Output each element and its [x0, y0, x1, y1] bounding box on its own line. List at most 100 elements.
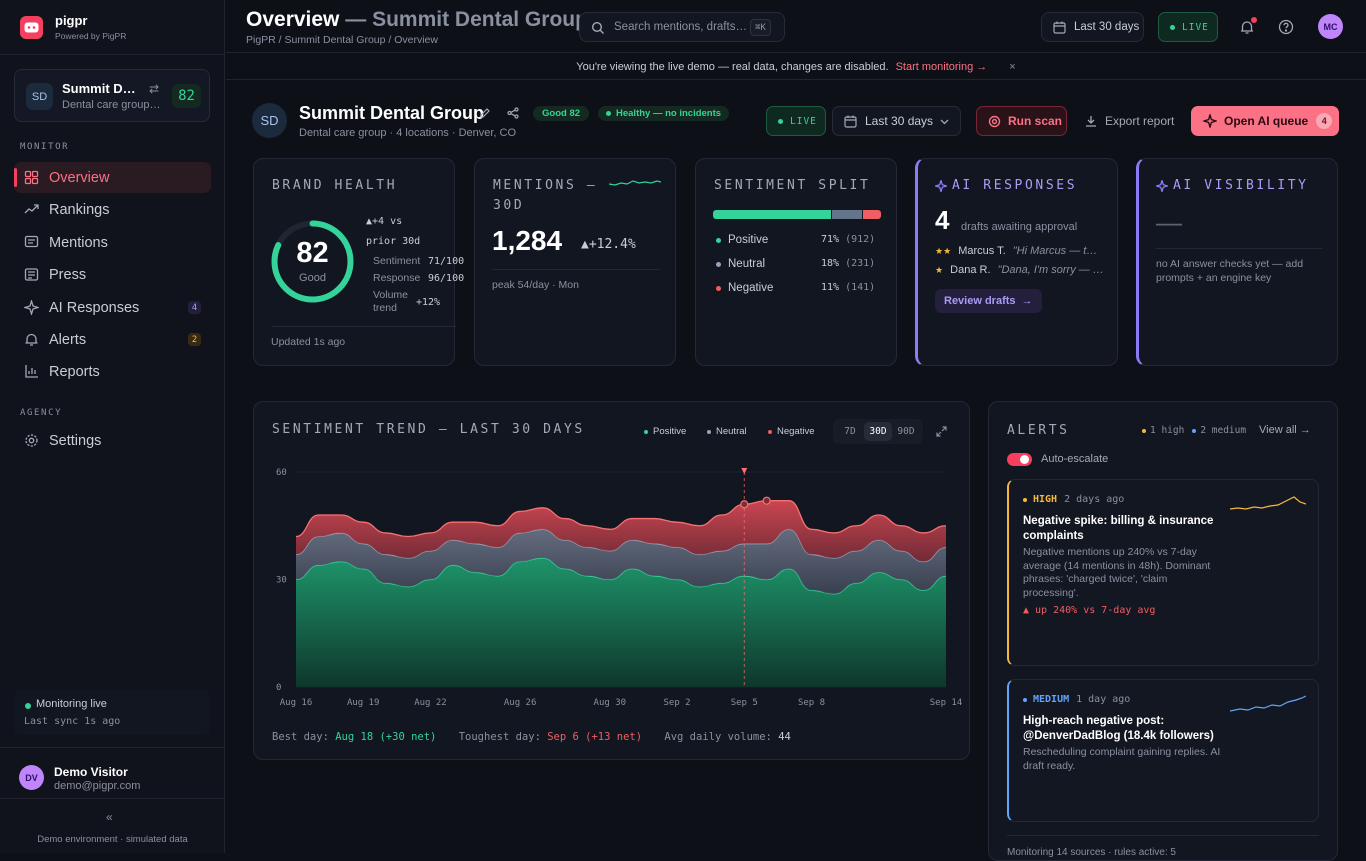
collapse-sidebar-icon[interactable]: « [106, 810, 113, 824]
range-7d-button[interactable]: 7D [844, 426, 856, 437]
share-icon[interactable] [507, 107, 519, 119]
brand-health-card: BRAND HEALTH 82 Good ▲+4 vs prior 30d Se… [253, 158, 464, 366]
sparkle-icon [1203, 114, 1217, 128]
trending-icon [24, 204, 39, 214]
status-dot [25, 703, 31, 709]
nav-section-agency: AGENCY [20, 408, 63, 418]
draft-item[interactable]: ★★ Marcus T. "Hi Marcus — t… [935, 245, 1103, 257]
calendar-icon [1053, 21, 1066, 34]
series-area-negative [296, 500, 946, 562]
x-tick-label: Aug 16 [280, 698, 313, 708]
x-tick-label: Sep 2 [663, 698, 690, 708]
ai-visibility-text: no AI answer checks yet — add prompts + … [1156, 258, 1304, 284]
search-input[interactable]: Search mentions, drafts… [614, 21, 747, 33]
help-icon[interactable] [1278, 19, 1294, 35]
start-monitoring-link[interactable]: Start monitoring → [895, 60, 988, 73]
nav-item-settings[interactable]: Settings [14, 425, 211, 456]
marker-pin [741, 468, 748, 474]
health-score-ring [271, 220, 354, 303]
nav-item-rankings[interactable]: Rankings [14, 194, 211, 225]
nav-item-overview[interactable]: Overview [14, 162, 211, 193]
legend-neutral: Neutral [707, 426, 747, 437]
banner-text: You're viewing the live demo — real data… [576, 60, 889, 73]
ai-visibility-value: — [1156, 207, 1182, 237]
sparkle-icon [24, 300, 39, 315]
notification-dot [1251, 17, 1257, 23]
user-avatar[interactable]: DV [19, 765, 44, 790]
card-title: AI VISIBILITY [1173, 178, 1309, 193]
divider [0, 798, 225, 799]
pigpr-logo-icon[interactable] [20, 16, 43, 39]
divider [0, 747, 225, 748]
nav-item-reports[interactable]: Reports [14, 356, 211, 387]
legend-positive: Positive [644, 426, 686, 437]
auto-escalate-toggle[interactable] [1007, 453, 1032, 466]
divider [1156, 248, 1322, 249]
expand-icon[interactable] [936, 426, 947, 437]
legend-dot [716, 238, 721, 243]
view-all-link[interactable]: View all → [1259, 424, 1311, 436]
nav-item-mentions[interactable]: Mentions [14, 227, 211, 258]
ai-responses-count-badge: 4 [188, 301, 201, 314]
health-score-label: Good [299, 272, 326, 284]
marker-point [740, 500, 749, 509]
workspace-switcher[interactable]: SD Summit Dental Group Dental care group… [14, 69, 210, 122]
entity-date-range-select[interactable]: Last 30 days [832, 106, 961, 136]
notifications-bell-icon[interactable] [1239, 19, 1255, 35]
legend-dot [716, 262, 721, 267]
run-scan-button[interactable]: Run scan [976, 106, 1067, 136]
drafts-count: 4 [935, 205, 950, 235]
rating-stars: ★★ [935, 246, 952, 256]
date-range-select[interactable]: Last 30 days [1041, 12, 1144, 42]
legend-label: Positive [653, 426, 687, 437]
alert-item-medium[interactable]: MEDIUM 1 day ago High-reach negative post… [1007, 679, 1319, 822]
live-label: LIVE [790, 115, 817, 127]
metric-label: Response [373, 272, 421, 284]
sentiment-value: 18% (231) [821, 258, 875, 269]
page-title-text: Overview [246, 8, 340, 31]
date-range-label: Last 30 days [865, 114, 934, 128]
legend-dot [716, 286, 721, 291]
swap-icon[interactable]: ⇄ [149, 82, 160, 96]
export-report-button[interactable]: Export report [1080, 106, 1182, 136]
alert-time: 1 day ago [1076, 694, 1131, 705]
search-icon [591, 21, 604, 34]
legend-dot [1142, 428, 1146, 433]
sentiment-value: 71% (912) [821, 234, 875, 245]
range-segmented-control: 7D 30D 90D [833, 419, 923, 444]
y-tick-label: 60 [276, 468, 287, 478]
rating-stars: ★ [935, 265, 944, 275]
message-icon [24, 235, 39, 248]
x-tick-label: Aug 26 [504, 698, 537, 708]
range-30d-button[interactable]: 30D [864, 422, 892, 441]
range-90d-button[interactable]: 90D [897, 426, 915, 437]
severity-dot [1023, 697, 1027, 702]
toughest-day-label: Toughest day: [458, 731, 541, 743]
health-status-badge: Healthy — no incidents [598, 106, 730, 121]
x-tick-label: Sep 14 [930, 698, 963, 708]
updated-time: Updated 1s ago [271, 336, 346, 348]
draft-quote: "Dana, I'm sorry — … [997, 264, 1103, 276]
series-area-neutral [296, 529, 946, 594]
close-icon[interactable]: × [1009, 60, 1016, 73]
entity-name: Summit Dental Group [299, 103, 485, 123]
mentions-card: MENTIONS — 30D 1,284 ▲+12.4% peak 54/day… [474, 158, 676, 366]
review-drafts-button[interactable]: Review drafts → [935, 289, 1042, 313]
open-ai-queue-button[interactable]: Open AI queue 4 [1191, 106, 1339, 136]
alert-item-high[interactable]: HIGH 2 days ago Negative spike: billing &… [1007, 479, 1319, 666]
sparkle-icon [935, 180, 947, 192]
x-tick-label: Sep 5 [731, 698, 758, 708]
nav-item-press[interactable]: Press [14, 259, 211, 290]
export-report-label: Export report [1105, 114, 1175, 128]
live-label: LIVE [1182, 21, 1209, 33]
nav-item-alerts[interactable]: Alerts 2 [14, 324, 211, 355]
alerts-count-badge: 2 [188, 333, 201, 346]
app-name: pigpr [55, 13, 88, 28]
nav-item-ai-responses[interactable]: AI Responses 4 [14, 292, 211, 323]
account-avatar[interactable]: MC [1318, 14, 1343, 39]
chart-title: SENTIMENT TREND — LAST 30 DAYS [272, 422, 585, 437]
edit-icon[interactable] [479, 107, 491, 119]
search-box[interactable]: Search mentions, drafts… ⌘K [579, 12, 785, 42]
draft-item[interactable]: ★ Dana R. "Dana, I'm sorry — … [935, 264, 1103, 276]
alert-time: 2 days ago [1064, 494, 1125, 505]
